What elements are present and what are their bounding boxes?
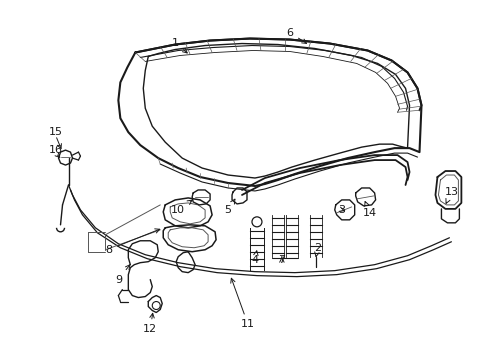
Text: 4: 4 — [251, 251, 258, 265]
Text: 15: 15 — [48, 127, 62, 137]
Text: 6: 6 — [286, 28, 306, 44]
Text: 16: 16 — [48, 145, 62, 155]
Text: 1: 1 — [171, 37, 187, 53]
Text: 10: 10 — [171, 200, 192, 215]
Text: 2: 2 — [314, 243, 321, 257]
Text: 3: 3 — [338, 205, 345, 215]
Text: 12: 12 — [143, 313, 157, 334]
Text: 9: 9 — [115, 265, 130, 285]
Text: 13: 13 — [444, 187, 457, 203]
Text: 5: 5 — [224, 199, 234, 215]
Text: 14: 14 — [362, 202, 376, 218]
Text: 7: 7 — [278, 255, 285, 265]
Text: 11: 11 — [230, 278, 254, 329]
Text: 8: 8 — [104, 229, 159, 255]
